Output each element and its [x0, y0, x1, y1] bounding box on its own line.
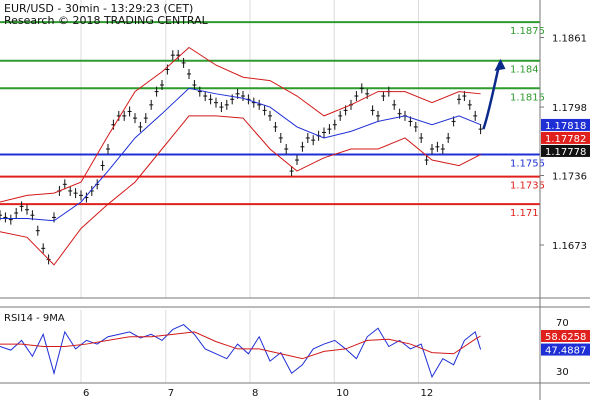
- price-grid: [80, 0, 419, 383]
- price-tag-label: 1.17818: [545, 121, 586, 132]
- x-tick-label: 12: [421, 388, 434, 399]
- rsi-panel: 70 30 58.6258 47.4887: [0, 318, 590, 379]
- price-tag: [541, 118, 590, 131]
- y-tick-label: 1.1798: [552, 103, 587, 114]
- level-label: 1.1875: [510, 26, 545, 37]
- x-tick-label: 6: [83, 388, 89, 399]
- rsi-value-tag: [541, 330, 590, 343]
- level-label: 1.1755: [510, 159, 545, 170]
- rsi-y-tick-label: 30: [556, 367, 569, 378]
- forecast-arrow-shaft: [482, 62, 501, 130]
- level-label: 1.1815: [510, 92, 545, 103]
- price-tag: [541, 144, 590, 157]
- price-levels: 1.1875 1.184 1.1815 1.1755 1.1735 1.171: [0, 21, 545, 219]
- moving-average-line: [0, 87, 481, 222]
- price-tag-label: 1.17782: [545, 134, 586, 145]
- bollinger-upper-line: [0, 46, 481, 203]
- y-tick-label: 1.1861: [552, 34, 587, 45]
- x-tick-label: 8: [252, 388, 258, 399]
- x-tick-label: 10: [336, 388, 349, 399]
- price-tag-label: 1.17778: [545, 147, 586, 158]
- rsi-title: RSI14 - 9MA: [4, 313, 65, 324]
- x-tick-label: 7: [168, 388, 174, 399]
- header-symbol-line: EUR/USD - 30min - 13:29:23 (CET): [4, 2, 193, 15]
- level-label: 1.184: [510, 65, 539, 76]
- level-label: 1.171: [510, 208, 539, 219]
- time-axis: 6 7 8 10 12: [83, 388, 433, 399]
- bollinger-lower-line: [0, 115, 481, 266]
- forecast-arrow-head: [494, 58, 506, 71]
- rsi-value-tag-label: 47.4887: [545, 346, 586, 357]
- header-copyright-line: Research © 2018 TRADING CENTRAL: [4, 14, 209, 27]
- y-tick-label: 1.1673: [552, 241, 587, 252]
- rsi-y-tick-label: 70: [556, 318, 569, 329]
- rsi-series-line: [0, 331, 481, 360]
- price-series: [0, 46, 506, 266]
- price-tag: [541, 131, 590, 144]
- rsi-value-tag: [541, 343, 590, 356]
- y-tick-label: 1.1736: [552, 171, 587, 182]
- rsi-value-tag-label: 58.6258: [545, 332, 586, 343]
- level-label: 1.1735: [510, 181, 545, 192]
